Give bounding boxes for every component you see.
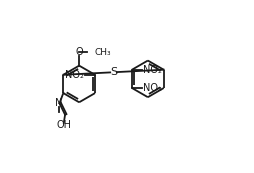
Text: NO₂: NO₂ [142,65,161,75]
Text: CH₃: CH₃ [94,48,110,57]
Text: O: O [75,47,83,57]
Text: N: N [55,98,62,108]
Text: OH: OH [56,120,71,130]
Text: S: S [109,67,117,77]
Text: NO₂: NO₂ [142,83,161,93]
Text: NO₂: NO₂ [65,70,84,80]
